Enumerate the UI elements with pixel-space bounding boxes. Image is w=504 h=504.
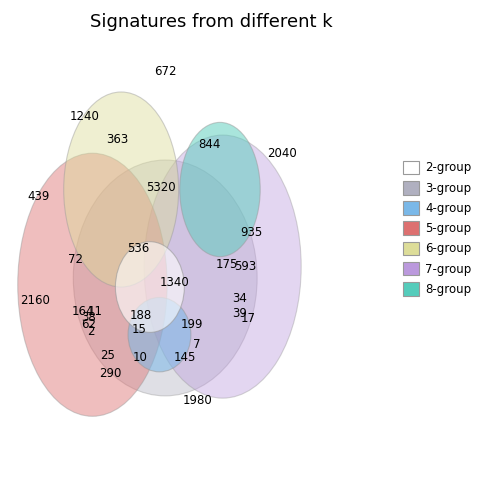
Ellipse shape <box>18 153 167 416</box>
Text: 536: 536 <box>128 242 150 255</box>
Text: 15: 15 <box>132 323 147 336</box>
Text: 5320: 5320 <box>147 181 176 194</box>
Text: 2040: 2040 <box>267 147 297 160</box>
Text: 844: 844 <box>198 138 220 151</box>
Text: 11: 11 <box>88 304 103 318</box>
Legend: 2-group, 3-group, 4-group, 5-group, 6-group, 7-group, 8-group: 2-group, 3-group, 4-group, 5-group, 6-gr… <box>399 157 475 299</box>
Text: 363: 363 <box>106 133 129 146</box>
Text: 1980: 1980 <box>183 394 213 407</box>
Text: 672: 672 <box>154 65 176 78</box>
Text: 38: 38 <box>81 311 96 325</box>
Ellipse shape <box>128 297 191 372</box>
Text: 62: 62 <box>81 318 96 331</box>
Text: 145: 145 <box>173 351 196 364</box>
Ellipse shape <box>64 92 178 287</box>
Text: 2160: 2160 <box>20 294 50 307</box>
Ellipse shape <box>180 122 260 257</box>
Text: 34: 34 <box>232 292 247 305</box>
Text: 175: 175 <box>215 258 238 271</box>
Text: 290: 290 <box>99 367 121 380</box>
Text: 7: 7 <box>193 338 201 351</box>
Text: 1340: 1340 <box>160 276 190 289</box>
Ellipse shape <box>144 135 301 398</box>
Text: 10: 10 <box>133 351 148 364</box>
Text: 164: 164 <box>72 304 94 318</box>
Text: 39: 39 <box>232 307 246 320</box>
Text: 25: 25 <box>100 349 115 361</box>
Text: 935: 935 <box>240 226 263 239</box>
Ellipse shape <box>73 160 257 396</box>
Text: 439: 439 <box>28 190 50 203</box>
Text: 72: 72 <box>68 254 83 266</box>
Text: 17: 17 <box>240 312 256 325</box>
Ellipse shape <box>115 242 184 333</box>
Text: 199: 199 <box>181 318 203 331</box>
Text: Signatures from different k: Signatures from different k <box>90 13 333 31</box>
Text: 188: 188 <box>129 309 151 322</box>
Text: 2: 2 <box>87 325 94 338</box>
Text: 1240: 1240 <box>70 110 100 123</box>
Text: 593: 593 <box>234 260 257 273</box>
